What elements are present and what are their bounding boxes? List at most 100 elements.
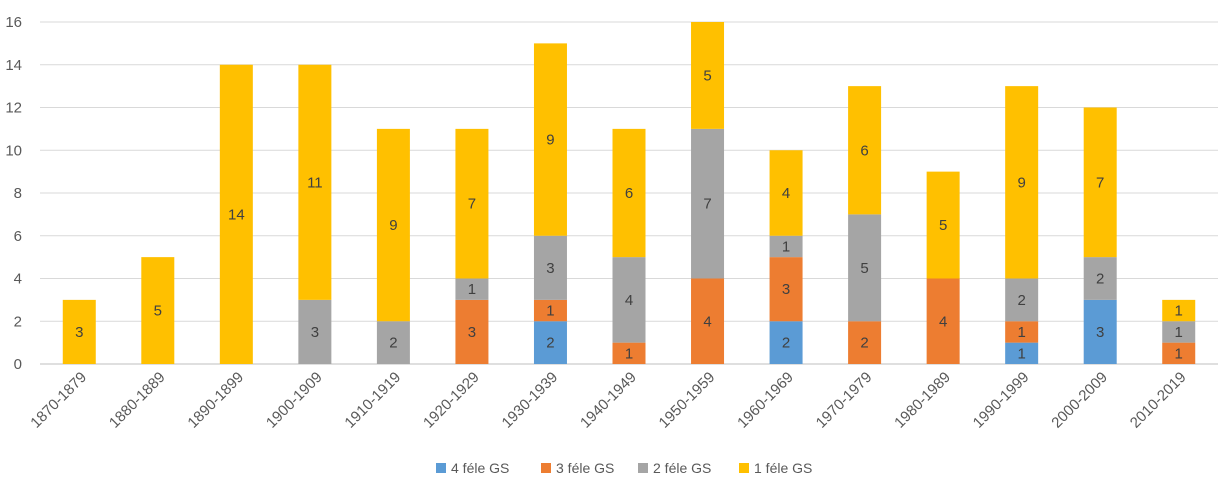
legend-item: 1 féle GS xyxy=(739,460,812,476)
bar-segment xyxy=(533,321,567,364)
data-label: 7 xyxy=(703,196,711,213)
data-label: 2 xyxy=(860,335,868,352)
x-tick-label: 1910-1919 xyxy=(341,369,404,432)
data-label: 9 xyxy=(1017,174,1025,191)
bar-segment xyxy=(376,321,410,364)
bar-segment xyxy=(533,235,567,300)
bar-segment xyxy=(612,257,646,343)
legend-swatch xyxy=(436,463,446,473)
data-label: 5 xyxy=(939,217,947,234)
data-label: 1 xyxy=(468,281,476,298)
x-tick-label: 1900-1909 xyxy=(263,369,326,432)
data-label: 3 xyxy=(311,324,319,341)
data-label: 1 xyxy=(1175,324,1183,341)
bar-segment xyxy=(1083,257,1117,300)
y-tick-label: 12 xyxy=(5,100,22,117)
bar-segment xyxy=(1005,342,1039,364)
x-tick-label: 1950-1959 xyxy=(656,369,719,432)
legend-swatch xyxy=(541,463,551,473)
x-tick-label: 1890-1899 xyxy=(184,369,247,432)
data-label: 3 xyxy=(782,281,790,298)
legend-label: 4 féle GS xyxy=(451,460,509,476)
data-label: 3 xyxy=(468,324,476,341)
bar-segment xyxy=(848,86,882,215)
bar-segment xyxy=(1083,107,1117,258)
data-label: 2 xyxy=(782,335,790,352)
legend-label: 3 féle GS xyxy=(556,460,614,476)
bar-segment xyxy=(769,150,803,236)
data-label: 5 xyxy=(860,260,868,277)
x-tick-label: 1880-1889 xyxy=(106,369,169,432)
data-label: 2 xyxy=(546,335,554,352)
bar-segment xyxy=(926,171,960,279)
data-label: 5 xyxy=(703,67,711,84)
x-tick-label: 1970-1979 xyxy=(813,369,876,432)
bar-segment xyxy=(691,22,725,129)
bar-segment xyxy=(769,257,803,322)
data-label: 9 xyxy=(389,217,397,234)
bar-segment xyxy=(1005,321,1039,343)
bar-segment xyxy=(769,235,803,258)
y-tick-label: 2 xyxy=(14,313,22,330)
bar-segment xyxy=(1162,342,1196,364)
data-label: 2 xyxy=(1096,271,1104,288)
legend-item: 4 féle GS xyxy=(436,460,509,476)
data-label: 1 xyxy=(1017,345,1025,362)
bar-segment xyxy=(612,342,646,364)
y-tick-label: 6 xyxy=(14,228,22,245)
data-label: 7 xyxy=(1096,174,1104,191)
bar-segment xyxy=(1083,299,1117,364)
data-label: 3 xyxy=(75,324,83,341)
x-tick-label: 1960-1969 xyxy=(734,369,797,432)
data-label: 2 xyxy=(389,335,397,352)
x-tick-label: 1920-1929 xyxy=(420,369,483,432)
data-label: 4 xyxy=(939,313,947,330)
x-tick-label: 2000-2009 xyxy=(1048,369,1111,432)
data-label: 5 xyxy=(154,303,162,320)
data-label: 9 xyxy=(546,132,554,149)
data-label: 14 xyxy=(228,206,245,223)
x-tick-label: 1870-1879 xyxy=(27,369,90,432)
bar-segment xyxy=(769,321,803,364)
y-tick-label: 14 xyxy=(5,57,22,74)
data-label: 1 xyxy=(782,238,790,255)
data-label: 7 xyxy=(468,196,476,213)
x-tick-label: 2010-2019 xyxy=(1127,369,1190,432)
bar-segment xyxy=(533,43,567,236)
data-label: 3 xyxy=(1096,324,1104,341)
x-tick-label: 1990-1999 xyxy=(970,369,1033,432)
data-label: 11 xyxy=(307,174,323,191)
bar-segment xyxy=(455,128,489,279)
bar-segment xyxy=(1162,321,1196,343)
bar-segment xyxy=(455,299,489,364)
data-label: 4 xyxy=(703,313,711,330)
data-label: 1 xyxy=(1175,303,1183,320)
bar-segment xyxy=(298,64,332,300)
y-tick-label: 10 xyxy=(5,142,22,159)
data-label: 4 xyxy=(625,292,633,309)
bar-segment xyxy=(1005,86,1039,279)
data-label: 6 xyxy=(625,185,633,202)
bar-segment xyxy=(298,299,332,364)
bar-segment xyxy=(848,321,882,364)
bar-segment xyxy=(219,64,253,364)
data-label: 3 xyxy=(546,260,554,277)
legend-label: 2 féle GS xyxy=(653,460,711,476)
legend-swatch xyxy=(638,463,648,473)
bar-segment xyxy=(848,214,882,322)
legend-swatch xyxy=(739,463,749,473)
bar-segment xyxy=(455,278,489,300)
y-tick-label: 8 xyxy=(14,185,22,202)
bar-segment xyxy=(1162,299,1196,322)
bar-segment xyxy=(1005,278,1039,322)
data-label: 1 xyxy=(546,303,554,320)
data-label: 2 xyxy=(1017,292,1025,309)
data-label: 1 xyxy=(1017,324,1025,341)
legend-item: 2 féle GS xyxy=(638,460,711,476)
y-tick-label: 16 xyxy=(5,14,22,31)
x-tick-label: 1940-1949 xyxy=(577,369,640,432)
y-tick-label: 0 xyxy=(14,356,22,373)
x-tick-label: 1980-1989 xyxy=(891,369,954,432)
bar-segment xyxy=(691,278,725,364)
